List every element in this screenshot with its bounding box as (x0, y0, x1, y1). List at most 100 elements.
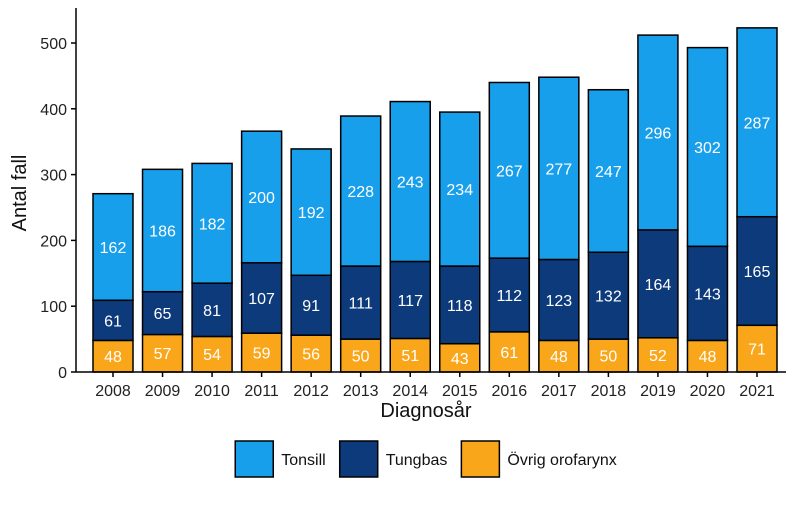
bar-value-label: 132 (595, 289, 622, 306)
bar-value-label: 143 (694, 286, 721, 303)
bar-value-label: 117 (397, 293, 423, 310)
bar-value-label: 81 (203, 303, 221, 320)
legend-label: Tonsill (281, 452, 325, 469)
bar-segment (92, 299, 134, 342)
bar-value-label: 302 (694, 140, 721, 157)
x-ticks-group: 2008 2009 2010 2011 2012 2013 2014 2015 2016 2017… (95, 372, 775, 400)
x-tick-label: 2019 (640, 383, 676, 400)
bar-segment (290, 148, 332, 277)
x-tick-label: 2010 (194, 383, 230, 400)
bar-value-label: 287 (744, 115, 771, 132)
bar-segment (538, 258, 580, 342)
bar-value-label: 50 (352, 349, 370, 366)
axes-group (75, 8, 786, 373)
bar-value-label: 57 (154, 346, 172, 363)
bar-value-label: 71 (748, 342, 766, 359)
x-tick-label: 2015 (442, 383, 478, 400)
bar-segment (538, 76, 580, 261)
bar-value-label: 228 (347, 184, 374, 201)
x-tick-label: 2012 (293, 383, 329, 400)
bar-segment (240, 262, 283, 334)
bar-segment (439, 111, 481, 267)
bar-value-label: 56 (302, 347, 320, 364)
x-tick-label: 2009 (145, 383, 181, 400)
y-ticks-group: 0 100 200 300 400 500 (40, 36, 76, 382)
bar-value-label: 267 (496, 163, 523, 180)
bar-segment (637, 34, 679, 231)
y-tick-label: 300 (40, 168, 67, 185)
bar-segment (240, 130, 283, 264)
bar-labels-group: 48 61 162 57 65 186 54 81 182 59 107 200 56 91 192 50 11… (100, 115, 771, 368)
bar-segment (488, 257, 531, 333)
bar-value-label: 118 (447, 298, 473, 315)
legend: Tonsill Tungbas Övrig orofarynx (234, 440, 617, 478)
bar-value-label: 51 (401, 348, 419, 365)
legend-swatch (338, 440, 379, 478)
bar-value-label: 123 (545, 293, 572, 310)
y-tick-label: 200 (40, 233, 67, 250)
y-axis-title: Antal fall (9, 155, 31, 232)
bar-segment (637, 229, 679, 339)
bar-value-label: 192 (298, 205, 325, 222)
bar-value-label: 277 (545, 161, 572, 178)
bar-segment (339, 115, 382, 267)
x-tick-label: 2017 (541, 383, 577, 400)
bar-segment (587, 88, 630, 253)
bar-segment (686, 46, 729, 248)
bar-segment (389, 100, 431, 263)
bar-segment (339, 265, 382, 340)
bar-segment (240, 332, 283, 373)
bar-value-label: 186 (149, 224, 176, 241)
bar-value-label: 164 (645, 277, 672, 294)
x-axis-title: Diagnosår (380, 400, 472, 422)
legend-swatch (234, 440, 274, 478)
x-tick-label: 2011 (244, 383, 279, 400)
bar-segment (389, 260, 431, 340)
bar-segment (587, 251, 630, 340)
bar-value-label: 182 (199, 216, 226, 233)
bar-value-label: 65 (154, 306, 172, 323)
bar-value-label: 52 (649, 348, 667, 365)
bar-segment (736, 215, 778, 327)
bar-value-label: 54 (203, 347, 221, 364)
y-tick-label: 400 (40, 102, 67, 119)
bar-segment (389, 337, 431, 373)
bar-segment (488, 81, 531, 259)
x-tick-label: 2013 (343, 383, 379, 400)
bar-segment (141, 333, 184, 373)
bar-segment (686, 245, 729, 342)
bar-value-label: 61 (500, 345, 518, 362)
bar-value-label: 59 (253, 346, 271, 363)
x-tick-label: 2016 (492, 383, 528, 400)
legend-label: Tungbas (386, 452, 448, 469)
bar-value-label: 200 (248, 190, 275, 207)
bar-value-label: 43 (451, 351, 469, 368)
bar-value-label: 243 (397, 175, 424, 192)
bar-value-label: 91 (302, 298, 320, 315)
bar-value-label: 296 (645, 125, 672, 142)
y-tick-label: 100 (40, 299, 67, 316)
x-tick-label: 2014 (392, 383, 428, 400)
bar-value-label: 247 (595, 164, 622, 181)
bar-segment (191, 162, 233, 284)
bar-segment (141, 168, 184, 293)
x-tick-label: 2021 (739, 383, 775, 400)
bar-value-label: 61 (104, 313, 122, 330)
x-tick-label: 2020 (690, 383, 726, 400)
y-tick-label: 0 (58, 365, 67, 382)
bar-value-label: 107 (248, 291, 275, 308)
bar-value-label: 165 (744, 264, 771, 281)
y-tick-label: 500 (40, 36, 67, 53)
bar-value-label: 48 (104, 349, 122, 366)
bar-value-label: 112 (497, 288, 523, 305)
legend-swatch (460, 440, 501, 478)
bar-segment (439, 265, 481, 345)
x-tick-label: 2018 (591, 383, 627, 400)
bars-group (92, 27, 778, 373)
bar-value-label: 48 (699, 349, 717, 366)
bar-segment (736, 27, 778, 218)
bar-value-label: 162 (100, 240, 127, 257)
legend-label: Övrig orofarynx (507, 451, 616, 469)
bar-value-label: 234 (446, 182, 473, 199)
